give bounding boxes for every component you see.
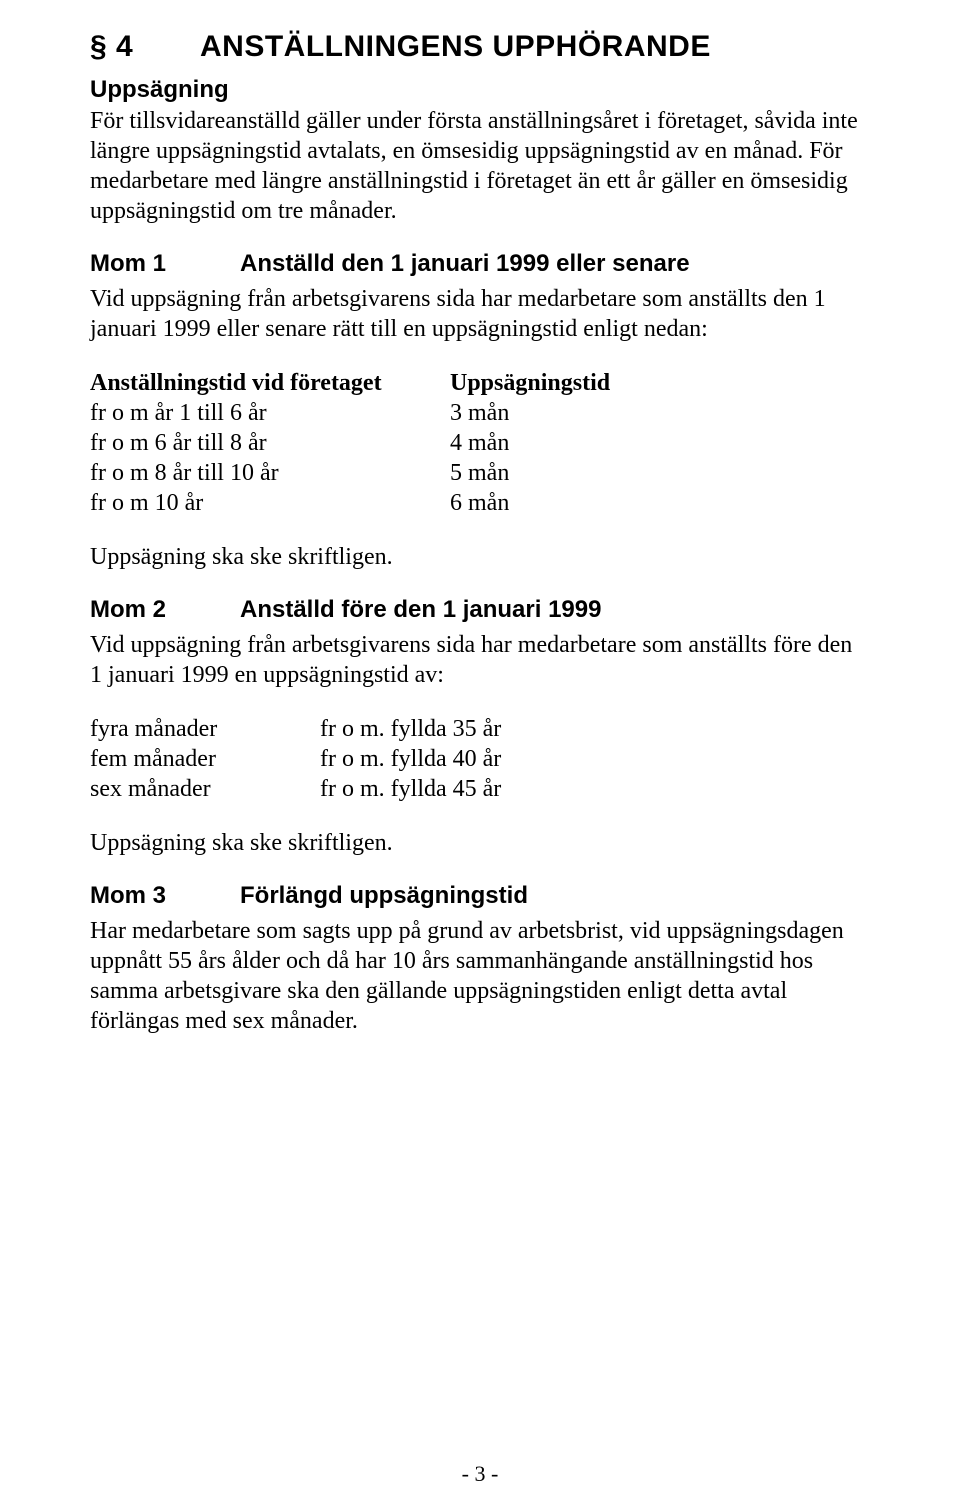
mom1-heading: Mom 1Anställd den 1 januari 1999 eller s…: [90, 250, 870, 278]
mom2-label: Mom 2: [90, 596, 240, 624]
section-title-text: ANSTÄLLNINGENS UPPHÖRANDE: [200, 30, 711, 63]
mom1-label: Mom 1: [90, 250, 240, 278]
mom1-col2-header: Uppsägningstid: [450, 368, 870, 398]
mom1-table-col1: Anställningstid vid företaget fr o m år …: [90, 368, 450, 518]
table-row: fr o m 8 år till 10 år: [90, 458, 450, 488]
mom2-table-col2: fr o m. fyllda 35 år fr o m. fyllda 40 å…: [320, 714, 870, 804]
table-row: 4 mån: [450, 428, 870, 458]
mom1-paragraph: Vid uppsägning från arbetsgivarens sida …: [90, 284, 870, 344]
table-row: fr o m år 1 till 6 år: [90, 398, 450, 428]
document-page: § 4ANSTÄLLNINGENS UPPHÖRANDE Uppsägning …: [0, 0, 960, 1507]
table-row: fem månader: [90, 744, 320, 774]
mom2-table-col1: fyra månader fem månader sex månader: [90, 714, 320, 804]
table-row: 6 mån: [450, 488, 870, 518]
mom3-label: Mom 3: [90, 882, 240, 910]
page-number: - 3 -: [0, 1461, 960, 1487]
table-row: 3 mån: [450, 398, 870, 428]
mom1-title: Anställd den 1 januari 1999 eller senare: [240, 250, 690, 277]
mom1-col1-header: Anställningstid vid företaget: [90, 368, 450, 398]
mom2-paragraph: Vid uppsägning från arbetsgivarens sida …: [90, 630, 870, 690]
mom3-paragraph: Har medarbetare som sagts upp på grund a…: [90, 916, 870, 1036]
table-row: fr o m. fyllda 40 år: [320, 744, 870, 774]
uppsagning-paragraph: För tillsvidareanställd gäller under för…: [90, 106, 870, 226]
table-row: 5 mån: [450, 458, 870, 488]
mom2-note: Uppsägning ska ske skriftligen.: [90, 828, 870, 858]
mom1-note: Uppsägning ska ske skriftligen.: [90, 542, 870, 572]
uppsagning-heading: Uppsägning: [90, 76, 870, 104]
table-row: sex månader: [90, 774, 320, 804]
mom2-heading: Mom 2Anställd före den 1 januari 1999: [90, 596, 870, 624]
table-row: fr o m. fyllda 35 år: [320, 714, 870, 744]
table-row: fr o m. fyllda 45 år: [320, 774, 870, 804]
table-row: fr o m 10 år: [90, 488, 450, 518]
mom1-table: Anställningstid vid företaget fr o m år …: [90, 368, 870, 518]
mom2-title: Anställd före den 1 januari 1999: [240, 596, 601, 623]
mom3-title: Förlängd uppsägningstid: [240, 882, 528, 909]
section-heading: § 4ANSTÄLLNINGENS UPPHÖRANDE: [90, 30, 870, 64]
mom2-table: fyra månader fem månader sex månader fr …: [90, 714, 870, 804]
section-number: § 4: [90, 30, 200, 64]
table-row: fr o m 6 år till 8 år: [90, 428, 450, 458]
table-row: fyra månader: [90, 714, 320, 744]
mom1-table-col2: Uppsägningstid 3 mån 4 mån 5 mån 6 mån: [450, 368, 870, 518]
mom3-heading: Mom 3Förlängd uppsägningstid: [90, 882, 870, 910]
